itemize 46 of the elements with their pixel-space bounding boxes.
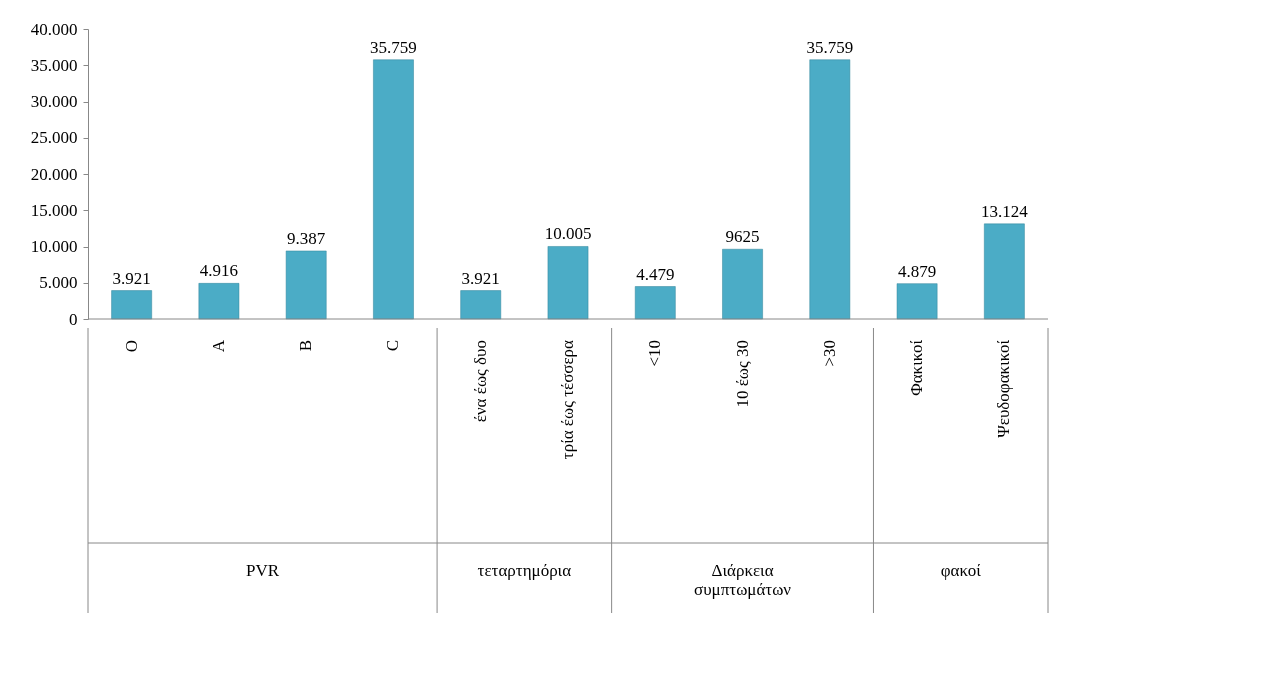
bar	[896, 283, 938, 320]
x-tick-label: <10	[645, 340, 665, 367]
x-tick-label: Ψευδοφακικοί	[994, 339, 1014, 438]
bar	[373, 59, 414, 320]
y-tick-label: 25.000	[30, 128, 78, 148]
data-label: 10.005	[544, 224, 592, 244]
bar	[722, 248, 763, 320]
y-tick-label: 0	[69, 309, 78, 329]
text: PVR	[246, 561, 280, 580]
y-tick-label: 40.000	[30, 19, 78, 39]
data-label: 4.479	[636, 264, 675, 284]
bar	[198, 283, 240, 320]
x-tick-label: O	[121, 340, 141, 353]
data-label: 35.759	[806, 37, 854, 57]
data-label: 3.921	[461, 268, 500, 288]
x-tick-label: τρία έως τέσσερα	[558, 339, 577, 460]
data-label: 4.879	[897, 261, 937, 281]
x-tick-label: Φακικοί	[907, 339, 927, 396]
data-label: 9625	[725, 227, 760, 247]
data-label: 4.916	[199, 261, 239, 281]
data-label: 13.124	[980, 201, 1029, 221]
data-label: 35.759	[370, 37, 417, 57]
x-tick-label: C	[383, 340, 403, 352]
bar	[460, 290, 502, 320]
text: Διάρκεια συμπτωμάτων	[694, 561, 792, 599]
bar	[984, 223, 1025, 320]
data-label: 3.921	[112, 268, 151, 288]
y-tick-label: 35.000	[30, 55, 78, 75]
text: φακοί	[940, 561, 982, 580]
bar	[111, 290, 152, 320]
bar	[634, 286, 676, 320]
x-tick-label: ένα έως δυο	[470, 340, 490, 423]
bar	[547, 246, 589, 320]
y-tick-label: 20.000	[30, 164, 78, 184]
x-tick-label: B	[296, 340, 316, 352]
y-tick-label: 15.000	[30, 200, 78, 220]
y-tick-label: 10.000	[30, 237, 78, 256]
bar	[285, 250, 327, 320]
x-tick-label: A	[208, 339, 228, 353]
y-tick-label: 5.000	[39, 273, 78, 293]
text: τεταρτημόρια	[477, 561, 572, 580]
x-tick-label: >30	[819, 340, 839, 367]
x-tick-label: 10 έως 30	[732, 340, 752, 408]
data-label: 9.387	[287, 228, 326, 248]
y-tick-label: 30.000	[30, 92, 78, 111]
bar	[809, 59, 851, 320]
